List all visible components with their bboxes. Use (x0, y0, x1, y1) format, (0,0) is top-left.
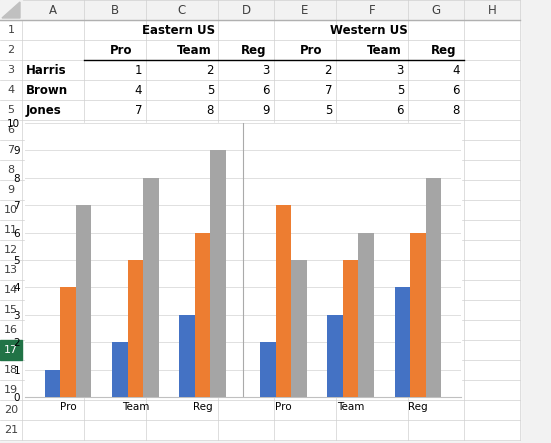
Bar (0, 0, 22, 20)
Bar (180, 315, 195, 397)
Bar (195, 233, 210, 397)
Text: 5: 5 (325, 104, 332, 117)
Bar (60, 288, 76, 397)
Text: 16: 16 (4, 325, 18, 335)
Text: 7: 7 (325, 83, 332, 97)
Text: 19: 19 (4, 385, 18, 395)
Text: Harris: Harris (26, 63, 67, 77)
Bar (112, 342, 128, 397)
Bar (395, 288, 410, 397)
Text: 7: 7 (7, 145, 14, 155)
Bar (210, 151, 226, 397)
Text: 3: 3 (8, 65, 14, 75)
Text: 11: 11 (4, 225, 18, 235)
Text: Pro: Pro (110, 43, 132, 57)
Polygon shape (2, 2, 20, 18)
Text: 1: 1 (134, 63, 142, 77)
Bar (143, 178, 159, 397)
Text: 17: 17 (4, 345, 18, 355)
Bar (128, 260, 143, 397)
Text: Team: Team (367, 43, 402, 57)
Text: 5: 5 (8, 105, 14, 115)
Text: 7: 7 (134, 104, 142, 117)
Text: 8: 8 (452, 104, 460, 117)
Text: 10: 10 (4, 205, 18, 215)
Bar (25, 123, 461, 397)
Text: 18: 18 (4, 365, 18, 375)
Text: F: F (369, 4, 375, 16)
Text: Pro: Pro (300, 43, 322, 57)
Text: H: H (488, 4, 496, 16)
Text: 3: 3 (263, 63, 270, 77)
Bar (291, 260, 306, 397)
Text: B: B (111, 4, 119, 16)
Text: 2: 2 (7, 45, 14, 55)
Text: 6: 6 (262, 83, 270, 97)
Text: 13: 13 (4, 265, 18, 275)
Text: 6: 6 (8, 125, 14, 135)
Text: 1: 1 (8, 25, 14, 35)
Text: Brown: Brown (26, 83, 68, 97)
Text: 4: 4 (7, 85, 14, 95)
Text: 12: 12 (4, 245, 18, 255)
Text: 4: 4 (134, 83, 142, 97)
Text: 9: 9 (7, 185, 14, 195)
Text: E: E (301, 4, 309, 16)
Text: Reg: Reg (241, 43, 267, 57)
Text: Team: Team (177, 43, 212, 57)
Text: 14: 14 (4, 285, 18, 295)
Text: D: D (241, 4, 251, 16)
Bar (327, 315, 343, 397)
Text: G: G (431, 4, 441, 16)
Bar (410, 233, 426, 397)
Bar (426, 178, 441, 397)
Bar (45, 369, 60, 397)
Text: 8: 8 (207, 104, 214, 117)
Bar (0, 340, 22, 360)
Text: 8: 8 (7, 165, 14, 175)
Text: 20: 20 (4, 405, 18, 415)
Text: 2: 2 (325, 63, 332, 77)
Text: Reg: Reg (431, 43, 456, 57)
Bar (76, 205, 91, 397)
Text: Western US: Western US (330, 23, 408, 36)
Text: Jones: Jones (26, 104, 62, 117)
Text: 15: 15 (4, 305, 18, 315)
Text: 5: 5 (207, 83, 214, 97)
Text: 3: 3 (397, 63, 404, 77)
Text: 4: 4 (452, 63, 460, 77)
Bar (260, 342, 276, 397)
Bar (358, 233, 374, 397)
Text: 6: 6 (397, 104, 404, 117)
Text: 21: 21 (4, 425, 18, 435)
Bar (276, 205, 291, 397)
Text: 6: 6 (452, 83, 460, 97)
Bar (0, 0, 520, 20)
Text: Eastern US: Eastern US (143, 23, 215, 36)
Text: 5: 5 (397, 83, 404, 97)
Text: 9: 9 (262, 104, 270, 117)
Text: 2: 2 (207, 63, 214, 77)
Text: A: A (49, 4, 57, 16)
Bar (343, 260, 358, 397)
Text: C: C (178, 4, 186, 16)
